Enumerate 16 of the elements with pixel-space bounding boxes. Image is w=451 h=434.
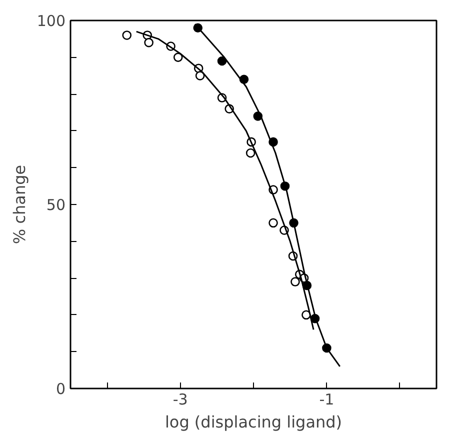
x-tick-label: -3	[172, 390, 188, 408]
point	[217, 56, 227, 66]
y-tick-label: 100	[36, 12, 66, 30]
x-axis-title: log (displacing ligand)	[164, 412, 342, 432]
y-tick-label: 0	[56, 380, 66, 398]
y-tick-label: 50	[46, 196, 66, 214]
point	[290, 277, 300, 286]
point	[268, 218, 278, 228]
line-series	[193, 23, 341, 368]
point	[173, 52, 183, 62]
point	[122, 30, 132, 40]
point	[144, 38, 154, 48]
point	[195, 71, 205, 80]
x-tick-label: -1	[319, 390, 334, 408]
point	[246, 148, 256, 158]
y-axis-title: % change	[10, 164, 29, 244]
